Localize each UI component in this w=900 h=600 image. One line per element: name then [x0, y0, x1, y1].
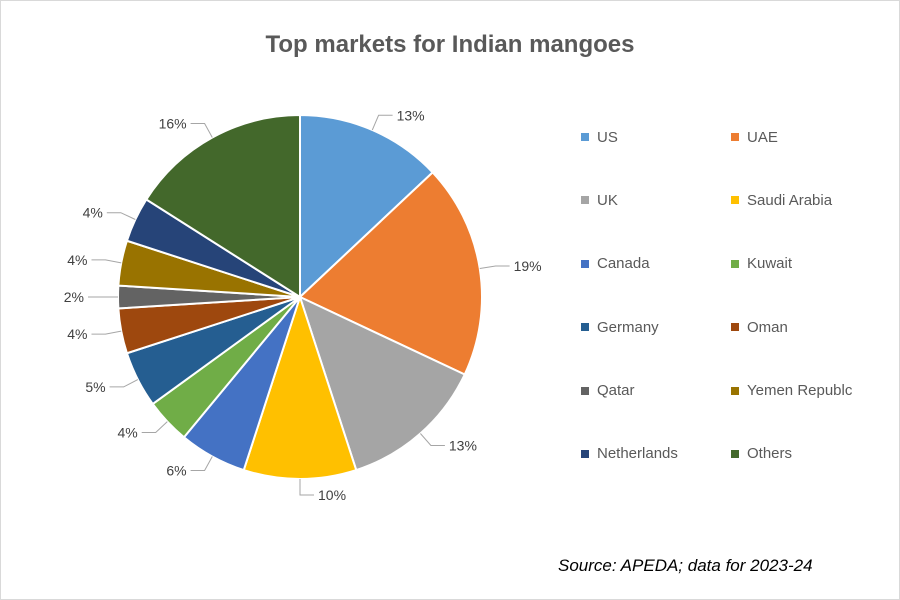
legend-label: Saudi Arabia	[747, 191, 833, 209]
legend-label: Netherlands	[597, 445, 678, 463]
legend-item-uk: UK	[581, 184, 731, 216]
legend-label: Others	[747, 445, 793, 463]
legend-label: Qatar	[597, 382, 635, 400]
legend-item-germany: Germany	[581, 311, 731, 343]
data-label-oman: 4%	[67, 326, 87, 342]
pie-slice-uk	[298, 295, 467, 472]
leader-line-uk	[420, 433, 445, 446]
legend-swatch	[581, 386, 589, 395]
legend-swatch	[581, 133, 589, 141]
leader-line-yemen-republc	[91, 259, 122, 264]
leader-line-uae	[479, 265, 510, 269]
legend-swatch	[731, 386, 739, 395]
legend-label: Yemen Republc	[747, 382, 853, 400]
legend-label: Canada	[597, 255, 650, 273]
leader-line-kuwait	[141, 421, 168, 433]
legend-item-oman: Oman	[731, 311, 881, 343]
legend: US UAE UK Saudi Arabia Canada Kuwait Germany Om…	[581, 121, 881, 501]
legend-item-others: Others	[731, 438, 881, 470]
source-note: Source: APEDA; data for 2023-24	[558, 556, 813, 575]
leader-line-oman	[91, 330, 122, 335]
data-label-netherlands: 4%	[83, 205, 103, 221]
legend-item-us: US	[581, 121, 731, 153]
legend-label: Oman	[747, 318, 788, 336]
legend-swatch	[731, 449, 739, 458]
data-label-canada: 6%	[166, 463, 186, 479]
legend-item-saudi-arabia: Saudi Arabia	[731, 184, 881, 216]
legend-label: Germany	[597, 318, 659, 336]
legend-item-netherlands: Netherlands	[581, 438, 731, 470]
legend-item-uae: UAE	[731, 121, 881, 153]
legend-swatch	[731, 323, 739, 332]
leader-line-us	[371, 114, 393, 131]
leader-line-netherlands	[106, 212, 136, 220]
leader-line-germany	[109, 379, 139, 388]
data-label-yemen-republc: 4%	[67, 252, 87, 268]
data-label-qatar: 2%	[64, 289, 84, 305]
legend-label: UAE	[747, 128, 778, 146]
legend-item-canada: Canada	[581, 248, 731, 280]
data-label-saudi-arabia: 10%	[318, 487, 346, 503]
pie-slices	[117, 113, 483, 480]
chart-title: Top markets for Indian mangoes	[265, 31, 635, 58]
legend-swatch	[581, 449, 589, 458]
data-labels: 13% 19% 13% 10% 6% 4% 5% 4% 2% 4% 4% 16%	[64, 107, 542, 503]
legend-item-qatar: Qatar	[581, 375, 731, 407]
leader-line-canada	[190, 456, 213, 471]
data-label-kuwait: 4%	[117, 425, 137, 441]
legend-item-kuwait: Kuwait	[731, 248, 881, 280]
pie-slice-saudi-arabia	[242, 293, 358, 480]
legend-swatch	[581, 259, 589, 268]
data-label-germany: 5%	[85, 379, 105, 395]
leader-line-saudi-arabia	[299, 479, 314, 496]
leader-line-others	[190, 123, 213, 138]
legend-label: US	[597, 128, 618, 146]
data-label-uk: 13%	[449, 438, 477, 454]
leader-lines	[88, 114, 510, 496]
legend-item-yemen-republc: Yemen Republc	[731, 375, 881, 407]
legend-swatch	[731, 133, 739, 141]
data-label-others: 16%	[159, 116, 187, 132]
legend-swatch	[731, 259, 739, 268]
legend-label: Kuwait	[747, 255, 793, 273]
legend-swatch	[581, 323, 589, 332]
legend-label: UK	[597, 191, 618, 209]
pie-slice-uae	[298, 170, 483, 376]
legend-swatch	[581, 196, 589, 205]
legend-swatch	[731, 196, 739, 205]
data-label-uae: 19%	[514, 258, 542, 274]
data-label-us: 13%	[397, 107, 425, 123]
pie-slice-others	[144, 113, 301, 299]
